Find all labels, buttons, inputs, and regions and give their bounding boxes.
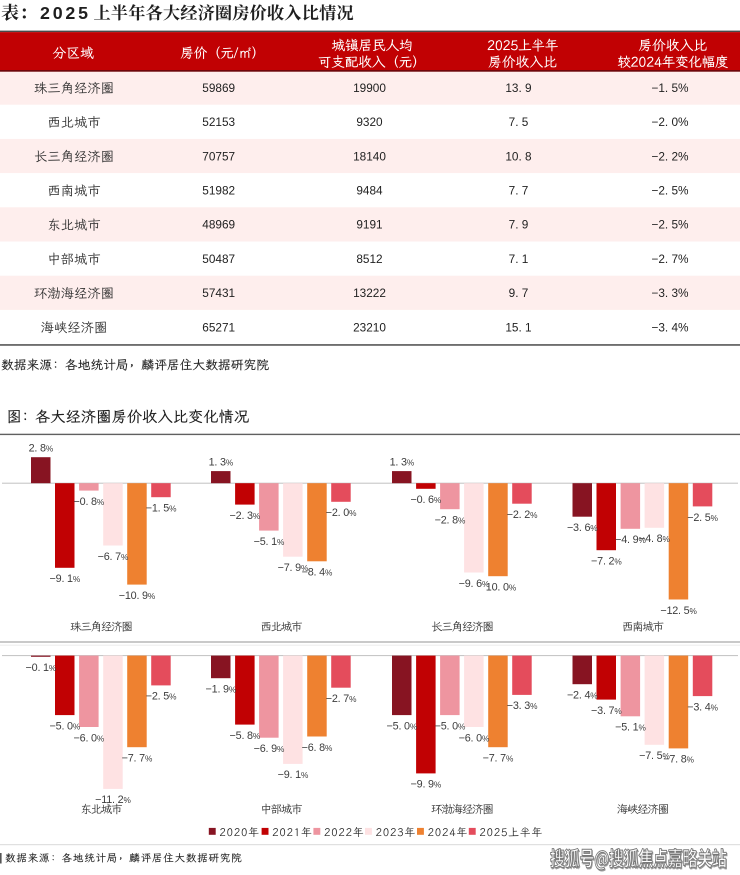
svg-text:52153: 52153 [202, 115, 235, 129]
svg-text:48969: 48969 [202, 218, 235, 232]
svg-text:−2. 5%: −2. 5% [651, 184, 689, 198]
svg-text:70757: 70757 [202, 149, 235, 163]
svg-text:−6. 8%: −6. 8% [302, 742, 333, 754]
svg-text:2. 8%: 2. 8% [29, 443, 54, 455]
svg-text:−3. 6%: −3. 6% [567, 522, 598, 534]
svg-text:1. 3%: 1. 3% [209, 457, 234, 469]
svg-text:13222: 13222 [353, 286, 386, 300]
svg-text:−0. 6%: −0. 6% [411, 494, 442, 506]
svg-text:−5. 0%: −5. 0% [387, 720, 418, 732]
svg-text:10. 8: 10. 8 [505, 149, 532, 163]
svg-text:65271: 65271 [202, 320, 235, 334]
svg-text:15. 1: 15. 1 [505, 320, 531, 334]
svg-text:9191: 9191 [356, 218, 382, 232]
svg-text:−4. 9%: −4. 9% [615, 534, 646, 546]
svg-text:−2. 0%: −2. 0% [651, 115, 689, 129]
svg-text:−9. 1%: −9. 1% [50, 573, 81, 585]
svg-text:1. 3%: 1. 3% [390, 457, 415, 469]
svg-text:−7. 5%: −7. 5% [639, 750, 670, 762]
svg-text:23210: 23210 [353, 320, 386, 334]
svg-text:−7. 9%: −7. 9% [278, 562, 309, 574]
svg-text:−3. 7%: −3. 7% [591, 705, 622, 717]
svg-text:−2. 5%: −2. 5% [651, 218, 689, 232]
svg-text:−2. 2%: −2. 2% [507, 509, 538, 521]
svg-text:−3. 3%: −3. 3% [651, 286, 689, 300]
svg-text:7. 1: 7. 1 [509, 252, 529, 266]
svg-text:−3. 3%: −3. 3% [507, 700, 538, 712]
svg-text:−6. 0%: −6. 0% [459, 732, 490, 744]
svg-text:9484: 9484 [356, 184, 383, 198]
svg-text:7. 9: 7. 9 [509, 218, 529, 232]
svg-text:57431: 57431 [202, 286, 235, 300]
svg-text:−9. 6%: −9. 6% [459, 578, 490, 590]
svg-text:−6. 9%: −6. 9% [254, 743, 285, 755]
svg-text:−2. 7%: −2. 7% [651, 252, 689, 266]
svg-text:−5. 1%: −5. 1% [615, 722, 646, 734]
svg-text:−12. 5%: −12. 5% [660, 605, 697, 617]
svg-text:−5. 8%: −5. 8% [230, 730, 261, 742]
svg-text:−0. 8%: −0. 8% [74, 496, 105, 508]
svg-text:−6. 0%: −6. 0% [74, 732, 105, 744]
svg-text:−5. 0%: −5. 0% [50, 720, 81, 732]
svg-text:10. 0%: 10. 0% [486, 582, 517, 594]
svg-text:−10. 9%: −10. 9% [119, 590, 156, 602]
svg-text:−1. 5%: −1. 5% [651, 81, 689, 95]
svg-text:13. 9: 13. 9 [505, 81, 531, 95]
svg-text:−7. 7%: −7. 7% [483, 753, 514, 765]
svg-text:50487: 50487 [202, 252, 235, 266]
svg-text:51982: 51982 [202, 184, 235, 198]
svg-text:−1. 9%: −1. 9% [206, 684, 237, 696]
svg-text:−1. 5%: −1. 5% [146, 502, 177, 514]
svg-text:−2. 7%: −2. 7% [326, 693, 357, 705]
svg-text:−7. 7%: −7. 7% [122, 753, 153, 765]
svg-text:−2. 2%: −2. 2% [651, 149, 689, 163]
svg-text:7. 5: 7. 5 [509, 115, 529, 129]
svg-text:−9. 1%: −9. 1% [278, 769, 309, 781]
svg-text:−2. 5%: −2. 5% [146, 691, 177, 703]
svg-text:−2. 8%: −2. 8% [435, 515, 466, 527]
svg-text:18140: 18140 [353, 149, 386, 163]
svg-text:9. 7: 9. 7 [509, 286, 529, 300]
svg-text:59869: 59869 [202, 81, 235, 95]
svg-text:−6. 7%: −6. 7% [98, 551, 129, 563]
svg-text:−5. 0%: −5. 0% [435, 720, 466, 732]
svg-text:−11. 2%: −11. 2% [95, 794, 131, 806]
svg-text:2025: 2025 [40, 3, 91, 23]
svg-text:−7. 2%: −7. 2% [591, 556, 622, 568]
svg-text:−3. 4%: −3. 4% [651, 320, 689, 334]
svg-text:−2. 0%: −2. 0% [326, 507, 357, 519]
svg-text:−3. 4%: −3. 4% [687, 701, 718, 713]
svg-text:7. 7: 7. 7 [509, 184, 529, 198]
svg-text:−2. 3%: −2. 3% [230, 510, 261, 522]
svg-text:−4. 8%: −4. 8% [639, 533, 670, 545]
svg-text:−2. 4%: −2. 4% [567, 690, 598, 702]
svg-text:−9. 9%: −9. 9% [411, 779, 442, 791]
svg-text:−8. 4%: −8. 4% [302, 567, 333, 579]
svg-text:−0. 1%: −0. 1% [26, 662, 57, 674]
svg-text:−5. 1%: −5. 1% [254, 536, 285, 548]
svg-text:8512: 8512 [356, 252, 382, 266]
svg-text:−2. 5%: −2. 5% [687, 512, 718, 524]
svg-text:9320: 9320 [356, 115, 383, 129]
svg-text:19900: 19900 [353, 81, 386, 95]
svg-text:−7. 8%: −7. 8% [663, 754, 694, 766]
